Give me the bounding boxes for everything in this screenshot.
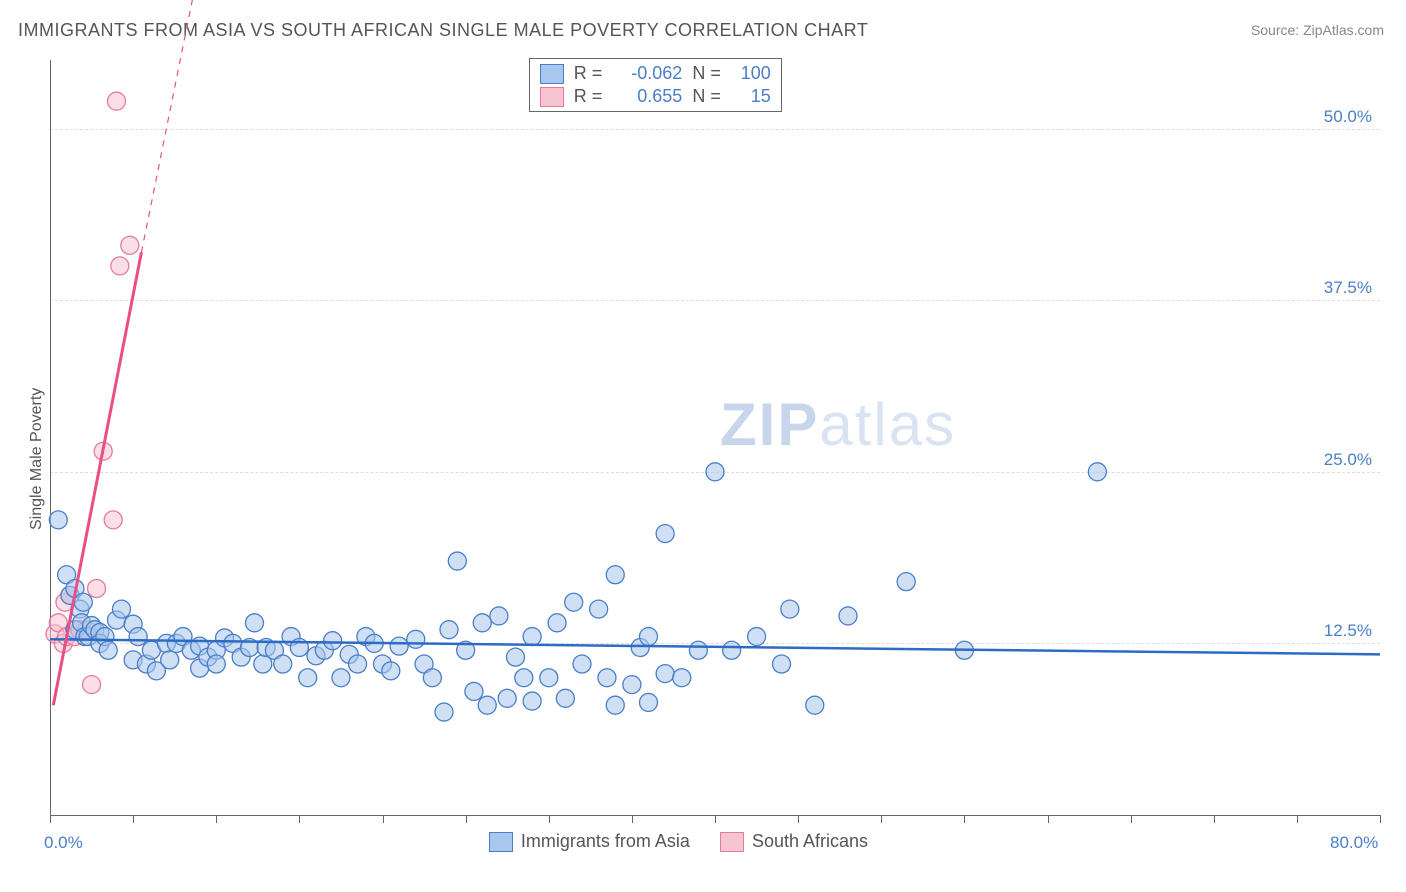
y-grid-label: 12.5% (1324, 621, 1372, 641)
scatter-plot (0, 0, 1406, 892)
n-label: N = (692, 86, 721, 107)
swatch-series-b (720, 832, 744, 852)
swatch-series-b (540, 87, 564, 107)
n-value-a: 100 (731, 63, 771, 84)
legend-row-b: R = 0.655 N = 15 (540, 86, 771, 107)
r-label: R = (574, 86, 603, 107)
correlation-legend: R = -0.062 N = 100 R = 0.655 N = 15 (529, 58, 782, 112)
swatch-series-a (489, 832, 513, 852)
series-legend: Immigrants from Asia South Africans (489, 831, 868, 852)
series-a-label: Immigrants from Asia (521, 831, 690, 852)
n-label: N = (692, 63, 721, 84)
legend-item-b: South Africans (720, 831, 868, 852)
n-value-b: 15 (731, 86, 771, 107)
legend-item-a: Immigrants from Asia (489, 831, 690, 852)
y-grid-label: 50.0% (1324, 107, 1372, 127)
swatch-series-a (540, 64, 564, 84)
r-value-b: 0.655 (612, 86, 682, 107)
x-axis-min: 0.0% (44, 833, 83, 853)
y-grid-label: 37.5% (1324, 278, 1372, 298)
series-b-label: South Africans (752, 831, 868, 852)
x-axis-max: 80.0% (1330, 833, 1378, 853)
r-value-a: -0.062 (612, 63, 682, 84)
legend-row-a: R = -0.062 N = 100 (540, 63, 771, 84)
r-label: R = (574, 63, 603, 84)
y-grid-label: 25.0% (1324, 450, 1372, 470)
